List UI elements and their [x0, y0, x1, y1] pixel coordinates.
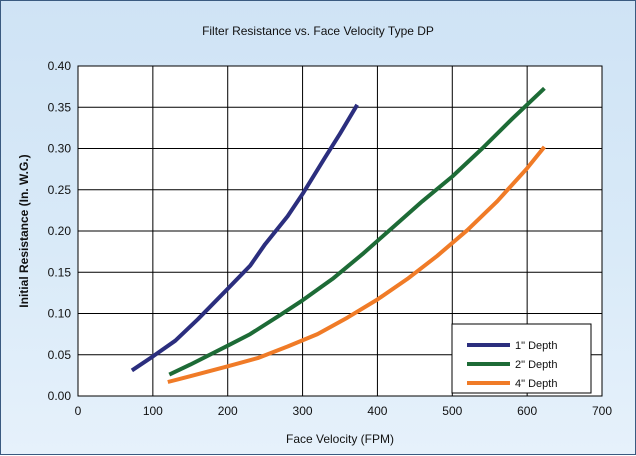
- y-tick-label: 0.30: [48, 142, 72, 156]
- series-line-2: [168, 86, 546, 377]
- series-lines: [130, 86, 546, 384]
- y-tick-label: 0.15: [48, 265, 72, 279]
- y-tick-label: 0.20: [48, 224, 72, 238]
- x-tick-labels: 0 100 200 300 400 500 600 700: [75, 404, 613, 418]
- chart-title: Filter Resistance vs. Face Velocity Type…: [202, 24, 434, 38]
- y-tick-label: 0.10: [48, 307, 72, 321]
- y-tick-label: 0.40: [48, 59, 72, 73]
- legend-label: 4" Depth: [515, 378, 557, 390]
- series-line-1: [130, 103, 359, 373]
- x-tick-label: 700: [592, 404, 612, 418]
- legend-label: 1" Depth: [515, 340, 557, 352]
- y-tick-labels: 0.00 0.05 0.10 0.15 0.20 0.25 0.30 0.35 0.40: [48, 59, 72, 403]
- y-axis-title: Initial Resistance (In. W.G.): [17, 154, 31, 307]
- x-tick-label: 600: [517, 404, 537, 418]
- y-tick-label: 0.00: [48, 389, 72, 403]
- x-tick-label: 500: [442, 404, 462, 418]
- x-tick-label: 400: [367, 404, 387, 418]
- x-tick-label: 200: [218, 404, 238, 418]
- legend-label: 2" Depth: [515, 359, 557, 371]
- series-line-3: [167, 145, 546, 384]
- y-tick-label: 0.25: [48, 183, 72, 197]
- x-tick-label: 0: [75, 404, 82, 418]
- legend: 1" Depth 2" Depth 4" Depth: [451, 323, 592, 394]
- x-axis-title: Face Velocity (FPM): [286, 432, 394, 446]
- y-tick-label: 0.05: [48, 348, 72, 362]
- y-tick-label: 0.35: [48, 100, 72, 114]
- x-tick-label: 100: [143, 404, 163, 418]
- x-tick-label: 300: [293, 404, 313, 418]
